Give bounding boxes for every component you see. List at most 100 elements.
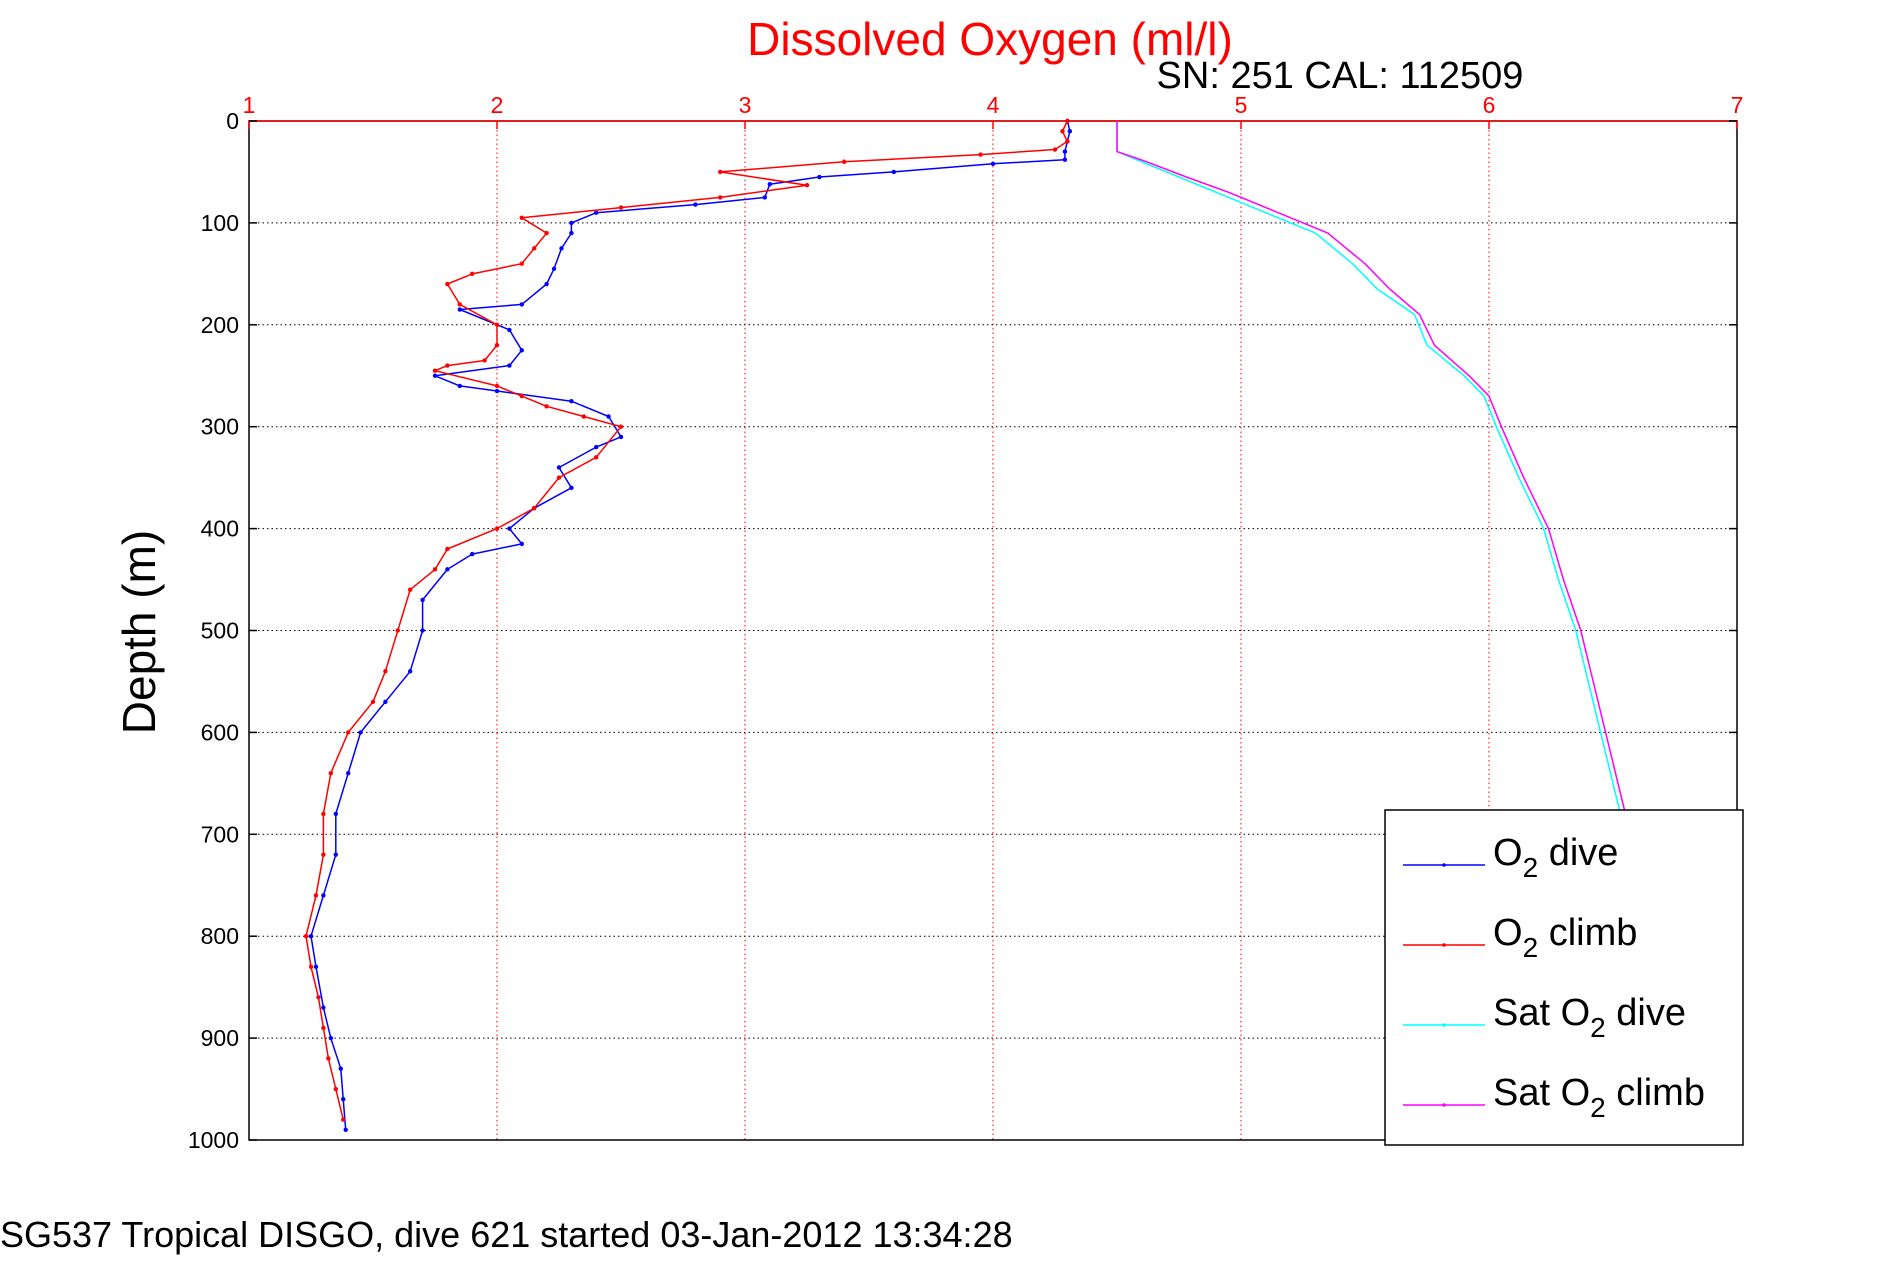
- series-point-o2-dive: [321, 893, 326, 898]
- series-point-o2-climb: [308, 964, 314, 969]
- series-point-o2-dive: [333, 852, 338, 857]
- series-point-o2-dive: [432, 373, 438, 378]
- series-point-o2-dive: [569, 220, 574, 226]
- series-point-o2-dive: [333, 811, 338, 817]
- series-point-o2-climb: [532, 246, 537, 251]
- series-point-o2-climb: [445, 281, 450, 287]
- series-point-o2-climb: [321, 852, 326, 857]
- series-point-o2-dive: [990, 161, 996, 166]
- series-point-o2-dive: [308, 934, 314, 939]
- series-point-o2-climb: [494, 383, 500, 389]
- y-tick-label: 800: [201, 923, 239, 949]
- series-point-o2-climb: [718, 195, 723, 200]
- series-point-o2-dive: [594, 210, 599, 215]
- series-point-o2-climb: [494, 322, 500, 327]
- series-point-o2-dive: [328, 1035, 334, 1041]
- series-point-o2-dive: [420, 597, 425, 603]
- series-point-o2-climb: [978, 152, 983, 157]
- series-point-o2-dive: [569, 399, 574, 404]
- series-point-o2-climb: [333, 1086, 338, 1092]
- series-point-o2-dive: [618, 434, 624, 440]
- series-point-o2-climb: [718, 169, 723, 175]
- series-point-o2-dive: [519, 302, 524, 307]
- legend-label-o2-climb: O2 climb: [1493, 912, 1637, 963]
- legend-label-sat-o2-dive: Sat O2 dive: [1493, 992, 1686, 1043]
- y-tick-label: 600: [201, 719, 239, 745]
- series-point-o2-dive: [569, 230, 574, 236]
- series-point-o2-dive: [569, 485, 574, 491]
- series-point-o2-climb: [445, 363, 450, 368]
- series-point-o2-climb: [594, 455, 599, 460]
- series-point-o2-dive: [519, 541, 524, 547]
- series-point-o2-dive: [507, 327, 512, 333]
- series-point-o2-climb: [544, 230, 549, 236]
- series-point-o2-climb: [470, 271, 475, 277]
- series-point-o2-dive: [313, 964, 319, 969]
- series-point-o2-dive: [341, 1097, 346, 1102]
- series-point-o2-dive: [1067, 128, 1073, 134]
- series-point-o2-climb: [1065, 139, 1070, 144]
- series-point-o2-climb: [519, 215, 524, 221]
- series-point-o2-dive: [767, 181, 772, 187]
- series-point-o2-dive: [1062, 149, 1068, 154]
- y-tick-label: 500: [201, 618, 239, 644]
- legend-label-sat-o2-climb: Sat O2 climb: [1493, 1072, 1705, 1123]
- series-point-o2-climb: [804, 182, 810, 188]
- series-point-o2-climb: [445, 546, 450, 552]
- x-tick-label: 2: [491, 92, 504, 118]
- series-point-o2-dive: [321, 1005, 326, 1010]
- series-point-o2-climb: [303, 934, 309, 939]
- legend-swatch-point-sat-o2-climb: [1442, 1103, 1446, 1107]
- legend-label-o2-dive: O2 dive: [1493, 832, 1618, 883]
- legend: O2 dive O2 climb Sat O2 dive Sat O2 climb: [1384, 809, 1744, 1146]
- chart-title: Dissolved Oxygen (ml/l): [747, 13, 1233, 65]
- series-point-o2-climb: [346, 730, 351, 735]
- data-series: [303, 118, 1701, 1136]
- series-point-o2-dive: [762, 195, 768, 200]
- series-point-o2-dive: [346, 770, 351, 776]
- series-point-o2-climb: [457, 302, 462, 307]
- series-point-o2-dive: [544, 281, 549, 287]
- series-point-o2-dive: [358, 730, 363, 735]
- y-tick-label: 400: [201, 516, 239, 542]
- series-point-o2-climb: [618, 424, 624, 429]
- series-point-o2-climb: [519, 261, 524, 266]
- series-point-o2-climb: [432, 368, 438, 373]
- series-point-o2-dive: [383, 699, 388, 705]
- chart-subtitle: SN: 251 CAL: 112509: [1157, 55, 1524, 97]
- y-axis-label: Depth (m): [113, 530, 165, 734]
- series-point-o2-dive: [817, 174, 822, 180]
- series-point-o2-dive: [507, 363, 512, 368]
- x-tick-label: 4: [987, 92, 1000, 118]
- series-point-o2-dive: [559, 246, 564, 251]
- series-point-o2-climb: [1060, 128, 1065, 134]
- series-point-o2-dive: [1062, 157, 1068, 162]
- legend-swatch-point-o2-climb: [1442, 943, 1446, 947]
- series-point-o2-climb: [494, 342, 500, 348]
- series-point-o2-climb: [532, 506, 537, 511]
- chart-footer: SG537 Tropical DISGO, dive 621 started 0…: [0, 1214, 1013, 1255]
- y-tick-label: 1000: [188, 1127, 239, 1153]
- series-point-o2-dive: [519, 348, 524, 353]
- series-point-o2-climb: [316, 995, 321, 1000]
- y-tick-label: 900: [201, 1025, 239, 1051]
- series-point-o2-climb: [544, 404, 549, 409]
- y-tick-label: 0: [226, 108, 239, 134]
- series-point-o2-dive: [457, 383, 462, 389]
- series-point-o2-climb: [326, 1056, 331, 1061]
- series-point-o2-climb: [1065, 118, 1070, 124]
- series-point-o2-climb: [581, 414, 586, 419]
- y-tick-label: 700: [201, 821, 239, 847]
- series-point-o2-dive: [594, 444, 599, 450]
- series-point-o2-dive: [494, 388, 500, 394]
- series-point-o2-climb: [519, 393, 524, 399]
- y-tick-label: 200: [201, 312, 239, 338]
- series-point-o2-dive: [507, 526, 512, 531]
- series-point-o2-climb: [618, 205, 624, 210]
- series-point-o2-dive: [551, 266, 557, 271]
- series-point-o2-dive: [445, 567, 450, 572]
- x-tick-label: 1: [243, 92, 256, 118]
- series-point-o2-dive: [343, 1127, 348, 1133]
- series-point-o2-climb: [370, 699, 376, 705]
